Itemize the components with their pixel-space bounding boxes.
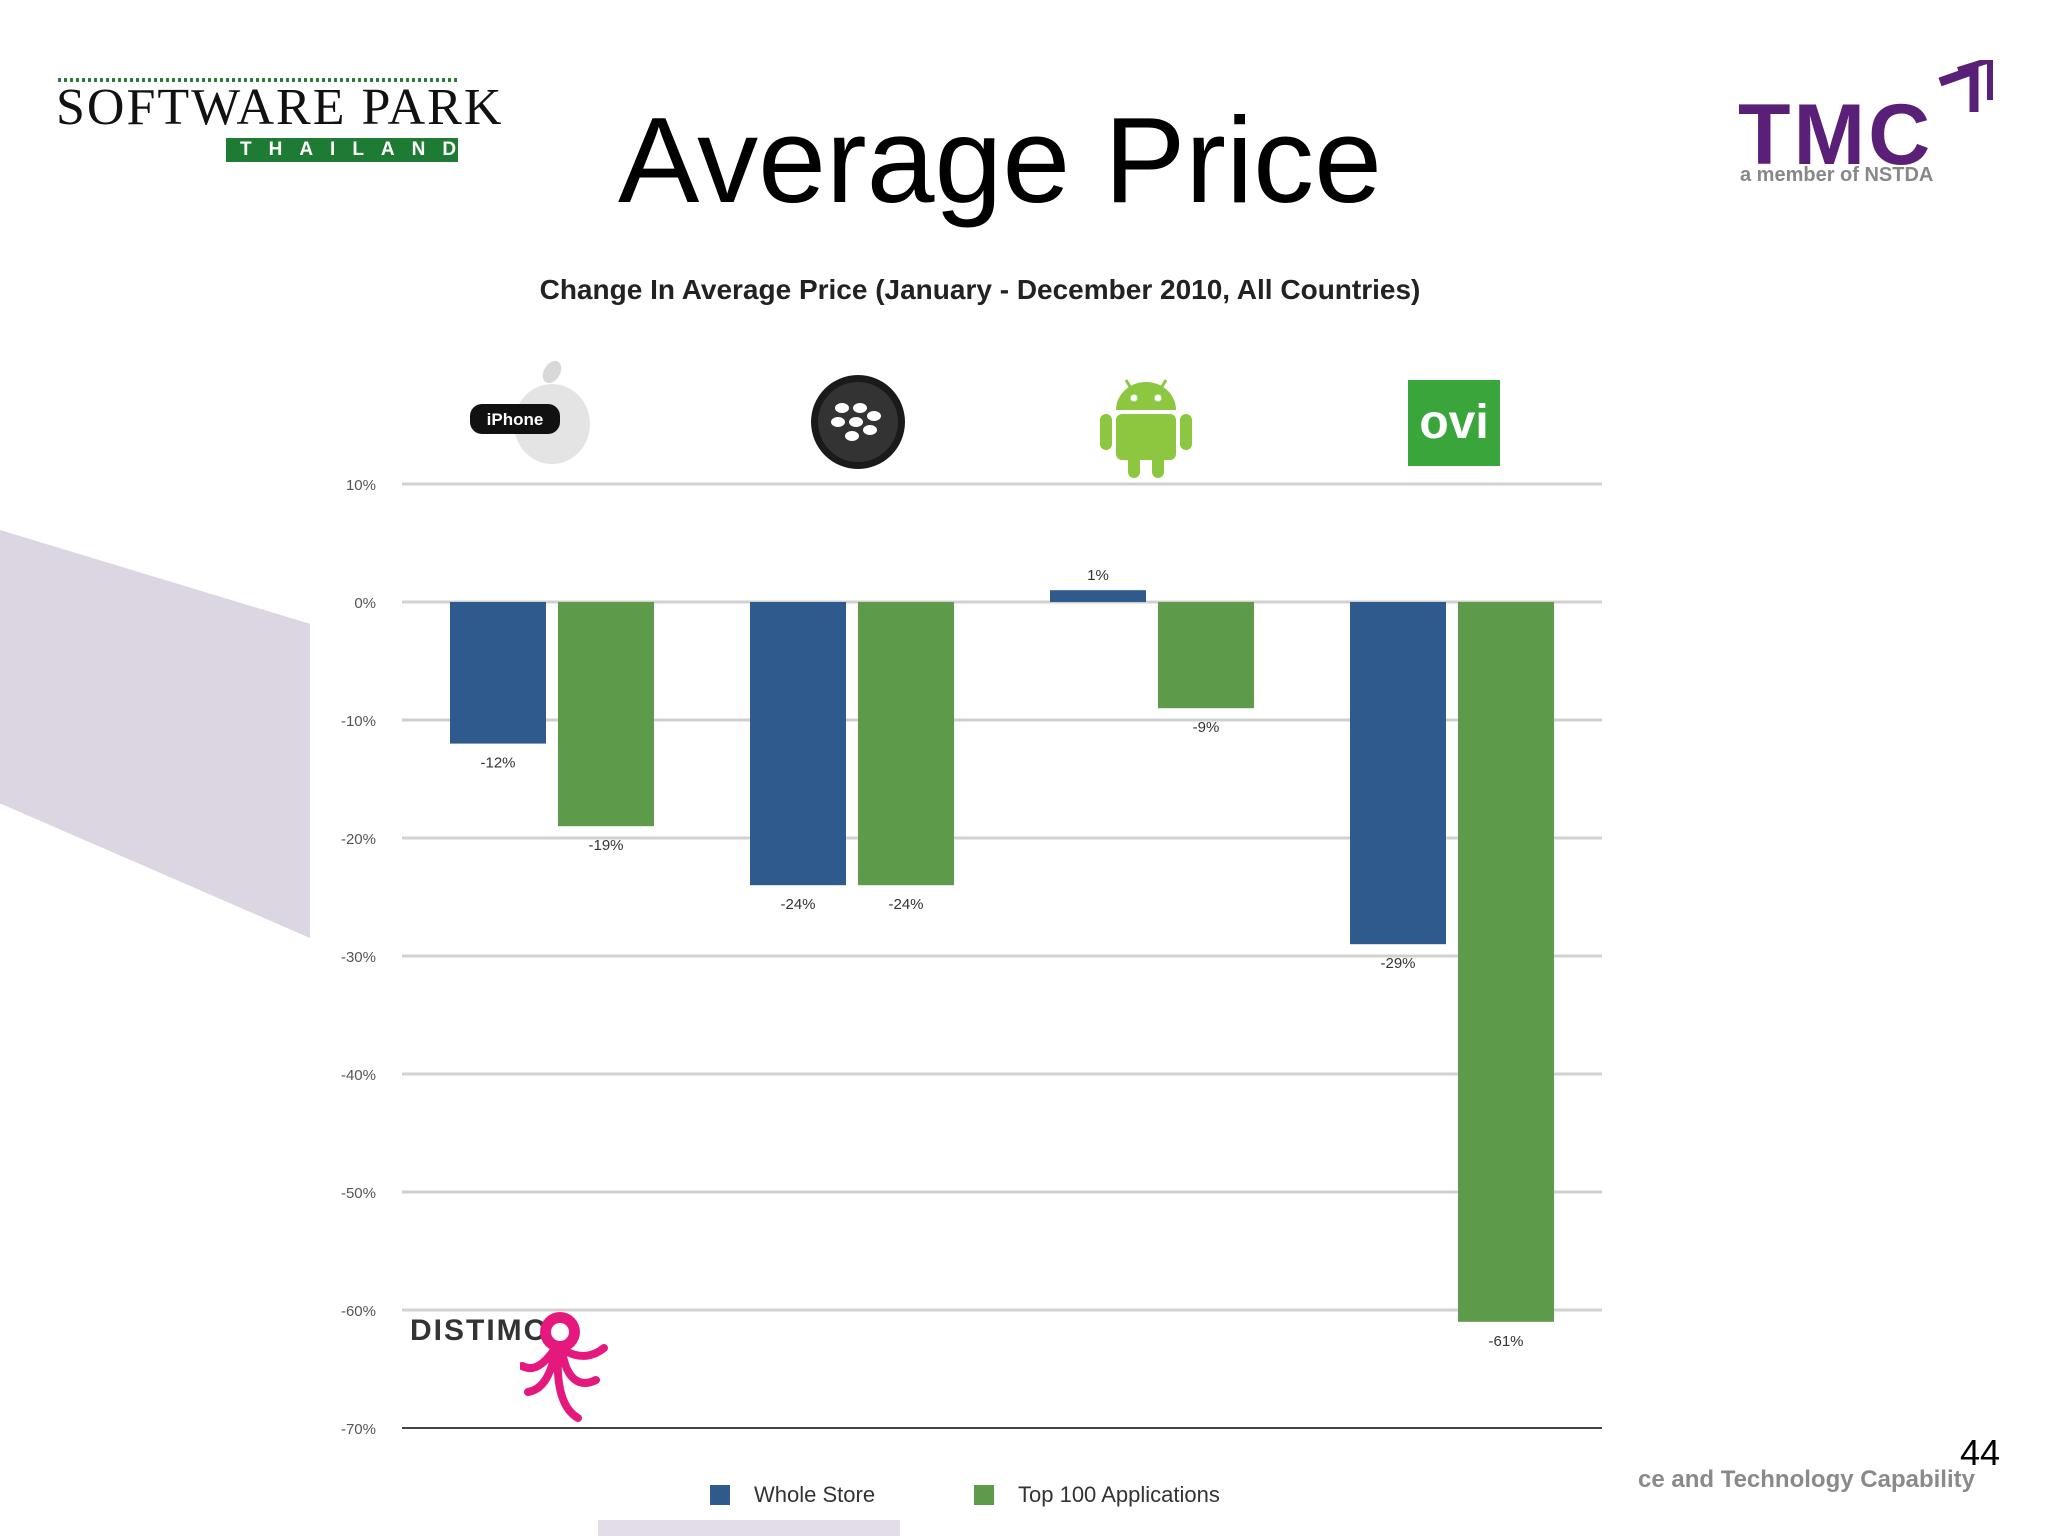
bar (558, 602, 654, 827)
legend-item-whole-store: Whole Store (710, 1482, 875, 1508)
distimo-logo: DISTIMO (410, 1310, 620, 1430)
y-tick-label: -40% (341, 1067, 376, 1084)
y-tick-label: -20% (341, 831, 376, 848)
legend-label-whole-store: Whole Store (754, 1482, 876, 1507)
data-label: 1% (1087, 567, 1109, 584)
blackberry-icon (808, 372, 908, 472)
software-park-logo-subtext: THAILAND (226, 138, 458, 162)
tmc-logo-subtext: a member of NSTDA (1740, 164, 1934, 186)
legend-swatch-whole-store (710, 1485, 730, 1505)
y-tick-label: -10% (341, 713, 376, 730)
chart-title: Change In Average Price (January - Decem… (539, 274, 1421, 305)
decorative-band-bottom (598, 1520, 900, 1536)
software-park-logo: SOFTWARE PARK THAILAND (56, 78, 504, 164)
ovi-logo-text: ovi (1419, 396, 1488, 449)
bar (1158, 602, 1254, 709)
bar (1458, 602, 1554, 1322)
chart-data-labels: -12% -19% -24% -24% 1% -9% -29% -61% (480, 567, 1523, 1350)
software-park-logo-text: SOFTWARE PARK (56, 79, 504, 136)
bar (450, 602, 546, 744)
legend-swatch-top-100 (974, 1485, 994, 1505)
distimo-octopus-icon (520, 1312, 608, 1422)
y-tick-label: -70% (341, 1421, 376, 1438)
data-label: -19% (588, 837, 623, 854)
tmc-logo: TMC a member of NSTDA (1738, 60, 2008, 190)
y-tick-label: -30% (341, 949, 376, 966)
bar (1050, 590, 1146, 602)
y-tick-label: -50% (341, 1185, 376, 1202)
bar (1350, 602, 1446, 945)
page-number: 44 (1960, 1432, 2001, 1473)
data-label: -24% (780, 896, 815, 913)
legend-item-top-100: Top 100 Applications (974, 1482, 1220, 1508)
data-label: -29% (1380, 955, 1415, 972)
apple-iphone-icon: iPhone (470, 358, 600, 468)
data-label: -24% (888, 896, 923, 913)
y-tick-label: -60% (341, 1303, 376, 1320)
software-park-hatch (58, 78, 458, 82)
bar (858, 602, 954, 886)
data-label: -61% (1488, 1333, 1523, 1350)
tmc-logo-text: TMC (1738, 87, 1934, 183)
slide-title: Average Price (617, 92, 1383, 228)
bar (750, 602, 846, 886)
data-label: -9% (1193, 719, 1220, 736)
ovi-icon: ovi (1408, 380, 1500, 466)
android-icon (1094, 370, 1198, 480)
chart-bars (450, 590, 1554, 1322)
data-label: -12% (480, 755, 515, 772)
y-tick-label: 0% (354, 595, 376, 612)
footer-text: ce and Technology Capability (1638, 1466, 1975, 1493)
iphone-badge-text: iPhone (487, 410, 544, 429)
tmc-mark-icon (1938, 60, 1993, 112)
y-tick-label: 10% (346, 477, 376, 494)
distimo-logo-text: DISTIMO (410, 1314, 549, 1347)
legend-label-top-100: Top 100 Applications (1018, 1482, 1220, 1507)
